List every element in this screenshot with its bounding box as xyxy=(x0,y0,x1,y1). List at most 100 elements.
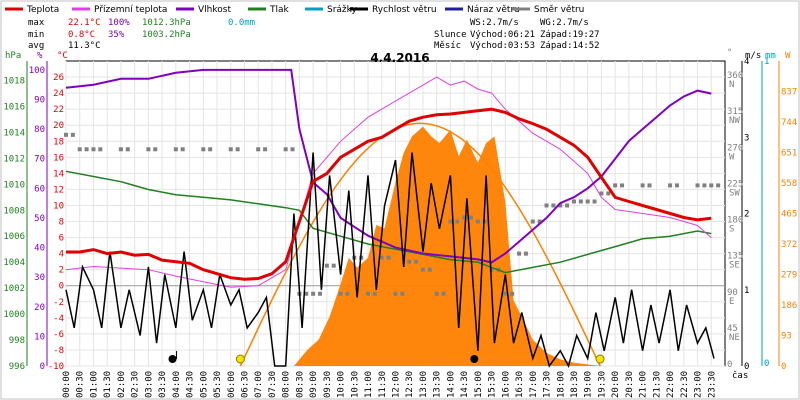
x-tick-label: 16:00 xyxy=(501,371,511,398)
wind-direction-dot xyxy=(393,291,398,296)
wind-direction-dot xyxy=(228,147,233,152)
markers-layer xyxy=(168,351,605,364)
wind-direction-dot xyxy=(201,147,206,152)
pct-tick-label: 30 xyxy=(34,273,45,283)
ground-temperature-line xyxy=(65,76,712,288)
x-tick-label: 11:00 xyxy=(364,371,374,398)
x-tick-label: 07:00 xyxy=(254,371,264,398)
hpa-tick-label: 996 xyxy=(9,362,25,372)
axis-ms-unit: m/s xyxy=(745,51,761,61)
wind-direction-dot xyxy=(695,183,700,188)
wind-direction-dot xyxy=(613,183,618,188)
dir-tick-label: S xyxy=(729,225,734,235)
wm-tick-label: 186 xyxy=(781,301,797,311)
wm-tick-label: 651 xyxy=(781,149,797,159)
wind-direction-dot xyxy=(674,183,679,188)
wind-direction-dot xyxy=(345,291,350,296)
legend-label: Náraz větru xyxy=(467,5,520,15)
x-tick-label: 05:00 xyxy=(199,371,209,398)
x-tick-label: 18:00 xyxy=(556,371,566,398)
wm-tick-label: 744 xyxy=(781,118,797,128)
ms-tick-label: 4 xyxy=(744,57,749,67)
hpa-tick-label: 1010 xyxy=(3,180,25,190)
x-axis: 00:00 00:30 01:00 01:30 02:00 02:30 03:00 03:30… xyxy=(62,371,717,398)
hpa-tick-label: 1008 xyxy=(3,206,25,216)
wind-direction-dot xyxy=(146,147,151,152)
hpa-tick-label: 1002 xyxy=(3,284,25,294)
stats-max-press: 1012.3hPa xyxy=(142,18,191,28)
wind-direction-dot xyxy=(414,259,419,264)
wind-direction-dot xyxy=(366,291,371,296)
wind-direction-dot xyxy=(537,219,542,224)
wind-direction-dot xyxy=(558,203,563,208)
wind-direction-dot xyxy=(235,147,240,152)
wind-direction-dot xyxy=(571,199,576,204)
wind-direction-dot xyxy=(91,147,96,152)
wm-tick-label: 837 xyxy=(781,88,797,98)
stats-min-temp: 0.8°C xyxy=(68,30,95,40)
pct-tick-label: 10 xyxy=(34,332,45,342)
stats-min-hum: 35% xyxy=(108,30,125,40)
wm-tick-label: 93 xyxy=(781,332,792,342)
legend-label: Tlak xyxy=(269,5,290,15)
wind-direction-dot xyxy=(77,147,82,152)
temp-tick-label: 24 xyxy=(53,89,64,99)
temperature-line xyxy=(66,107,712,281)
temp-tick-label: -10 xyxy=(48,362,64,372)
wind-direction-dot xyxy=(448,219,453,224)
dir-tick-deg: 0 xyxy=(727,360,732,370)
astro-moonrise: Východ:03:53 xyxy=(470,41,535,51)
temp-tick-label: 0 xyxy=(59,282,64,292)
axis-temp-unit: °C xyxy=(57,51,68,61)
pct-tick-label: 20 xyxy=(34,303,45,313)
x-tick-label: 03:00 xyxy=(144,371,154,398)
sunset-marker xyxy=(595,354,605,364)
wind-direction-dot xyxy=(98,147,103,152)
astro-sun-label: Slunce xyxy=(434,30,467,40)
wind-direction-dot xyxy=(441,291,446,296)
temp-tick-label: 2 xyxy=(59,266,64,276)
wind-direction-dot xyxy=(716,183,721,188)
dir-tick-label: N xyxy=(729,80,734,90)
x-tick-label: 00:00 xyxy=(62,371,72,398)
dir-tick-deg: 270 xyxy=(727,143,743,153)
dir-tick-deg: 90 xyxy=(727,288,738,298)
wm-tick-label: 465 xyxy=(781,210,797,220)
wind-direction-dot xyxy=(455,219,460,224)
sun-curve xyxy=(239,122,601,367)
wind-direction-dot xyxy=(565,203,570,208)
wind-direction-dot xyxy=(64,132,68,137)
legend-label: Teplota xyxy=(26,5,59,15)
left-axes: 1018101610141012101010081006100410021000… xyxy=(3,61,64,372)
dir-tick-deg: 135 xyxy=(727,252,743,262)
wind-direction-dot xyxy=(640,183,645,188)
axis-x-unit: čas xyxy=(732,370,748,381)
hpa-tick-label: 1016 xyxy=(3,102,25,112)
astro-moonset: Západ:14:52 xyxy=(540,41,600,51)
mm-tick-label: 0 xyxy=(764,359,769,369)
temp-tick-label: -8 xyxy=(53,346,64,356)
stats-min-label: min xyxy=(28,30,44,40)
solar-radiation-area xyxy=(66,126,725,366)
dir-tick-label: NW xyxy=(729,116,740,126)
hpa-tick-label: 1018 xyxy=(3,76,25,86)
wind-direction-dot xyxy=(407,259,412,264)
legend-label: Vlhkost xyxy=(198,5,231,15)
astro-block: WS:2.7m/s WG:2.7m/s Slunce Východ:06:21 … xyxy=(434,18,600,51)
wind-direction-dot xyxy=(386,255,391,260)
legend-label: Srážky xyxy=(327,5,358,15)
astro-ws: WS:2.7m/s xyxy=(470,18,519,28)
x-tick-label: 21:30 xyxy=(652,371,662,398)
x-tick-label: 14:00 xyxy=(446,371,456,398)
pressure-line xyxy=(65,170,712,274)
x-tick-label: 05:30 xyxy=(213,371,223,398)
temp-tick-label: 8 xyxy=(59,218,64,228)
x-tick-label: 04:30 xyxy=(186,371,196,398)
legend-label: Přízemní teplota xyxy=(94,5,167,15)
x-tick-label: 15:30 xyxy=(488,371,498,398)
wind-direction-dot xyxy=(338,291,343,296)
wind-direction-dot xyxy=(709,183,714,188)
wind-direction-dot xyxy=(462,215,467,220)
moonrise-marker xyxy=(168,355,177,363)
